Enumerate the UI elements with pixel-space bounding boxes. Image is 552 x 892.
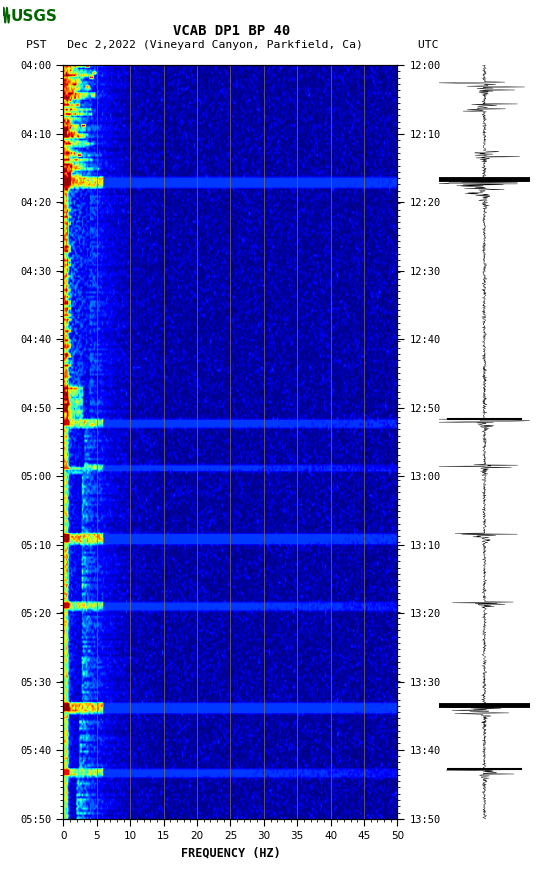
Text: PST   Dec 2,2022 (Vineyard Canyon, Parkfield, Ca)        UTC: PST Dec 2,2022 (Vineyard Canyon, Parkfie…: [25, 39, 438, 50]
X-axis label: FREQUENCY (HZ): FREQUENCY (HZ): [181, 847, 280, 859]
Text: VCAB DP1 BP 40: VCAB DP1 BP 40: [173, 24, 290, 38]
Text: USGS: USGS: [11, 9, 58, 23]
